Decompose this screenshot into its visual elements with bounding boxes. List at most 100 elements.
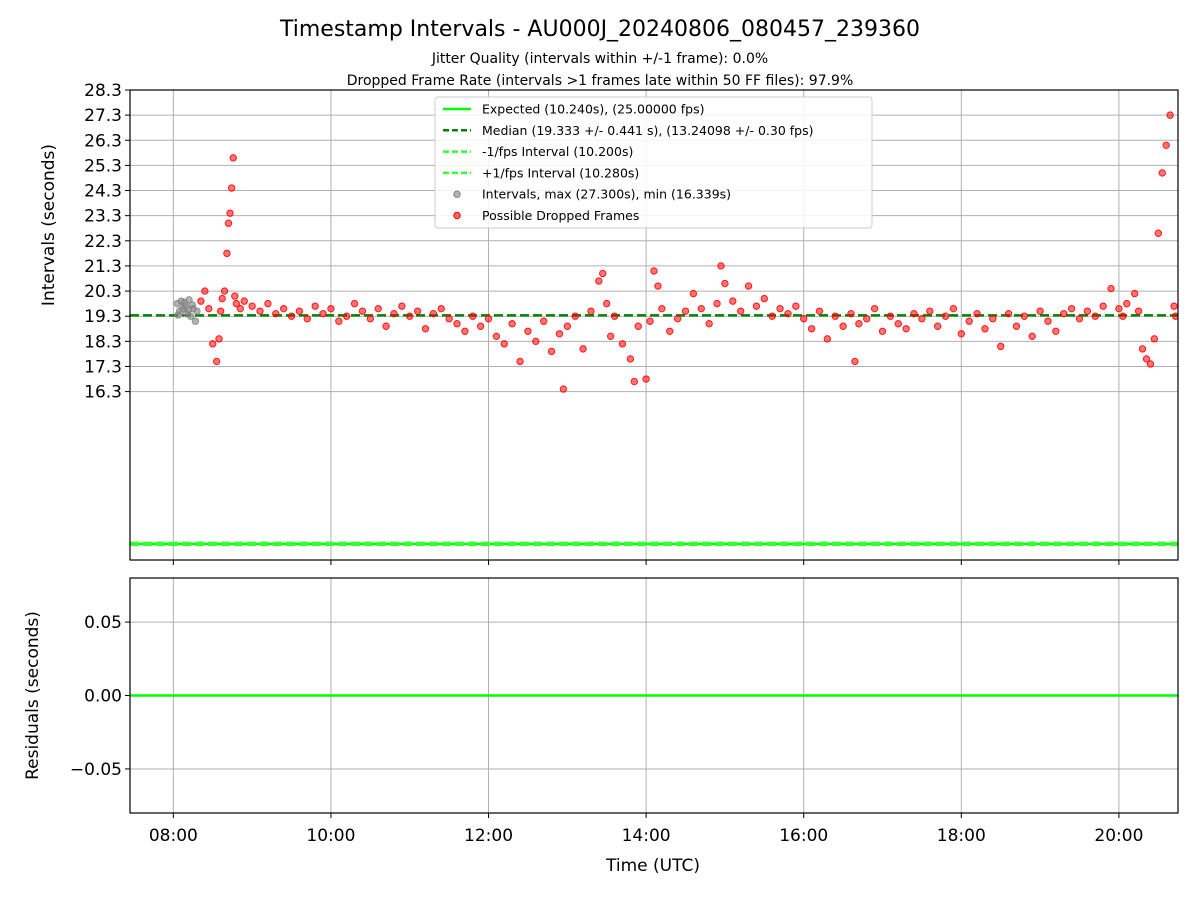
dropped-frame-point (587, 307, 595, 315)
dropped-frame-point (500, 340, 508, 348)
bottom-y-tick-label: −0.05 (70, 760, 122, 780)
dropped-frame-point (839, 322, 847, 330)
top-y-tick-label: 17.3 (84, 357, 122, 377)
dropped-frame-point (1060, 309, 1068, 318)
x-tick-label: 18:00 (937, 826, 986, 846)
dropped-frame-point (831, 312, 839, 320)
dropped-frame-point (287, 312, 296, 320)
dropped-frame-point (626, 355, 635, 363)
dropped-frame-point (957, 330, 966, 338)
dropped-frame-point (226, 209, 234, 217)
intervals-panel: 16.3 17.3 18.3 19.3 20.3 21.3 22.3 23.3 24.3 25.3… (39, 81, 1179, 565)
dropped-frame-point (630, 377, 639, 386)
dropped-frame-point (855, 320, 863, 328)
dropped-frame-point (218, 294, 226, 303)
dropped-frame-point (231, 292, 239, 300)
dropped-frame-point (902, 325, 910, 333)
interval-point (180, 298, 189, 307)
dropped-frame-point (516, 357, 524, 366)
dropped-frame-point (658, 304, 666, 313)
dropped-frame-point (705, 320, 713, 328)
dropped-frame-point (327, 304, 335, 313)
dropped-frame-point (390, 309, 398, 318)
interval-point (191, 317, 200, 325)
dropped-frame-point (571, 312, 579, 320)
dropped-frame-point (1036, 307, 1044, 315)
dropped-frame-point (784, 309, 792, 318)
dropped-frame-point (563, 322, 572, 330)
dropped-frame-point (610, 312, 619, 320)
dropped-frame-point (666, 327, 674, 335)
dropped-frame-point (997, 342, 1005, 351)
dropped-frame-point (681, 307, 690, 315)
dropped-frame-point (216, 307, 225, 315)
bottom-y-tick-label: 0.05 (84, 613, 122, 633)
dropped-frame-point (279, 304, 288, 313)
legend-entry-label: Median (19.333 +/- 0.441 s), (13.24098 +… (482, 123, 813, 138)
dropped-frame-point (941, 312, 950, 320)
dropped-frame-point (721, 279, 729, 288)
dropped-frame-point (1158, 169, 1166, 177)
top-y-tick-label: 21.3 (84, 257, 122, 277)
dropped-frame-point (1012, 322, 1021, 330)
x-tick-label: 08:00 (149, 826, 198, 846)
dropped-frame-point (264, 299, 272, 308)
dropped-frame-point (673, 315, 682, 323)
dropped-frame-point (197, 297, 205, 305)
legend-entry-label: +1/fps Interval (10.280s) (482, 165, 639, 180)
dropped-frame-point (618, 340, 627, 348)
dropped-frame-point (1004, 309, 1013, 318)
legend: Expected (10.240s), (25.00000 fps) Median… (434, 96, 873, 229)
dropped-frame-point (547, 347, 556, 356)
top-y-tick-label: 25.3 (84, 156, 122, 176)
dropped-frame-point (1067, 304, 1076, 313)
top-y-tick-label: 16.3 (84, 383, 122, 403)
x-tick-label: 14:00 (622, 826, 671, 846)
dropped-frame-point (1052, 327, 1060, 335)
dropped-frame-point (1162, 141, 1170, 149)
top-y-tick-label: 19.3 (84, 307, 122, 327)
x-tick-label: 16:00 (779, 826, 828, 846)
dropped-frame-point (697, 304, 705, 313)
legend-box (434, 96, 873, 229)
dropped-frame-point (654, 282, 662, 290)
bottom-axes-frame (129, 577, 1179, 814)
dropped-frame-point (240, 297, 248, 305)
chart-subtitle-dropped: Dropped Frame Rate (intervals >1 frames … (347, 73, 854, 89)
dropped-frame-point (492, 332, 501, 341)
dropped-frame-point (981, 325, 989, 333)
dropped-frame-point (539, 317, 548, 325)
interval-point (193, 307, 201, 315)
dropped-frame-point (224, 219, 233, 227)
dropped-frame-point (212, 357, 221, 366)
legend-entry-label: Expected (10.240s), (25.00000 fps) (482, 102, 704, 117)
dropped-frame-point (1166, 111, 1174, 119)
dropped-frame-point (508, 320, 516, 328)
legend-entry-label: Intervals, max (27.300s), min (16.339s) (482, 187, 731, 202)
dropped-frame-point (646, 317, 654, 325)
dropped-frame-point (1146, 360, 1155, 368)
dropped-frame-point (532, 337, 540, 346)
dropped-frame-point (744, 282, 753, 290)
dropped-frame-point (1170, 302, 1178, 310)
dropped-frame-point (1150, 335, 1159, 343)
dropped-frame-point (1107, 284, 1115, 293)
dropped-frame-point (792, 302, 800, 310)
dropped-frame-point (358, 307, 367, 315)
dropped-frame-point (768, 312, 776, 320)
dropped-frame-point (398, 302, 406, 310)
dropped-frame-point (642, 375, 650, 383)
top-y-tick-label: 20.3 (84, 282, 122, 302)
dropped-frame-point (713, 299, 721, 308)
dropped-frame-point (303, 315, 311, 323)
dropped-frame-point (229, 154, 237, 162)
dropped-frame-point (933, 322, 942, 330)
dropped-frame-point (800, 315, 808, 323)
dropped-frame-point (650, 267, 658, 275)
dropped-frame-point (1123, 299, 1131, 308)
x-tick-label: 20:00 (1094, 826, 1143, 846)
dropped-frame-point (469, 312, 477, 320)
dropped-frame-point (413, 307, 422, 315)
dropped-frame-point (989, 315, 997, 323)
